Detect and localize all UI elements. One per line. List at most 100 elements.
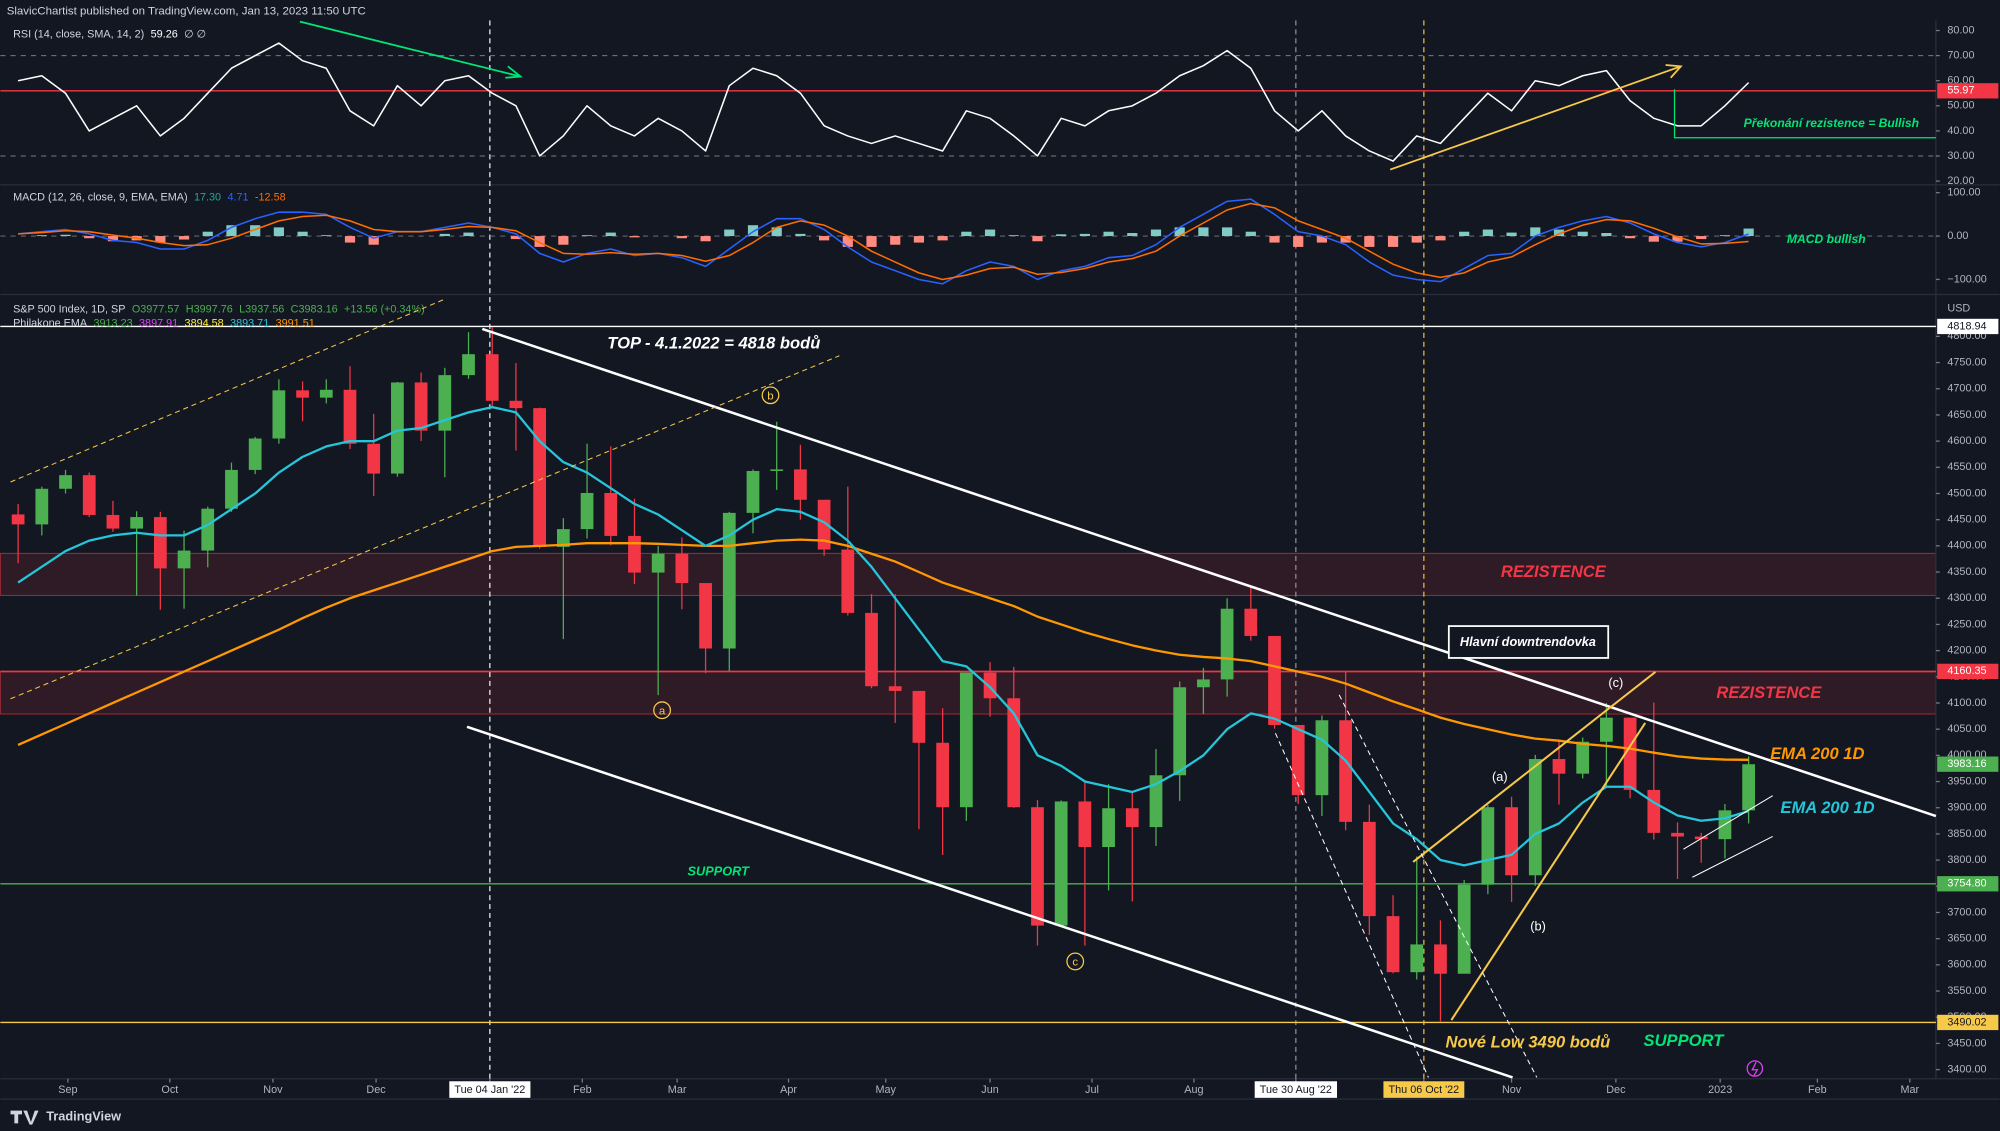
y-tick-label: 4050.00 bbox=[1947, 723, 1986, 735]
histogram-bar bbox=[1127, 233, 1138, 237]
brand: TradingView bbox=[46, 1108, 121, 1123]
candle-body bbox=[82, 475, 96, 515]
candle-body bbox=[1600, 717, 1613, 742]
histogram-bar bbox=[1506, 232, 1517, 237]
histogram-bar bbox=[1482, 229, 1493, 237]
annotation: REZISTENCE bbox=[1716, 683, 1822, 702]
histogram-bar bbox=[1530, 227, 1541, 237]
annotation: SUPPORT bbox=[1644, 1031, 1726, 1050]
annotations: SlavicChartist published on TradingView.… bbox=[7, 6, 1919, 1124]
legend-item: C3983.16 bbox=[291, 304, 338, 316]
y-tick-label: 3450.00 bbox=[1947, 1037, 1986, 1049]
x-tick-box bbox=[1254, 1081, 1338, 1098]
histogram-bar bbox=[534, 236, 545, 247]
x-tick-label: Mar bbox=[1901, 1084, 1920, 1096]
candle-body bbox=[177, 550, 191, 569]
histogram-bar bbox=[1269, 236, 1280, 243]
histogram-bar bbox=[1577, 231, 1588, 237]
histogram-bar bbox=[605, 232, 616, 237]
histogram-bar bbox=[913, 236, 925, 243]
histogram-bar bbox=[1103, 231, 1114, 237]
candle-body bbox=[1244, 608, 1258, 636]
histogram-bar bbox=[1056, 234, 1067, 237]
candle-body bbox=[11, 514, 25, 525]
candle-body bbox=[130, 517, 144, 529]
level-label-box bbox=[1937, 83, 1999, 99]
candle-body bbox=[1671, 832, 1684, 837]
candle-body bbox=[1197, 679, 1210, 688]
histogram-bar bbox=[155, 236, 166, 243]
histogram-bar bbox=[1150, 229, 1162, 237]
candle-body bbox=[1078, 801, 1092, 848]
candle-body bbox=[225, 469, 238, 509]
histogram-bar bbox=[1340, 236, 1351, 243]
candle-body bbox=[1623, 717, 1637, 790]
histogram-bar bbox=[60, 234, 71, 237]
wave-label: c bbox=[1072, 957, 1078, 969]
histogram-bar bbox=[321, 235, 332, 237]
candle-body bbox=[628, 535, 641, 573]
y-tick-label: 100.00 bbox=[1947, 187, 1980, 199]
x-tick-label: Aug bbox=[1184, 1084, 1203, 1096]
candle-body bbox=[106, 514, 120, 529]
histogram-bar bbox=[1459, 231, 1470, 237]
level-label: 55.97 bbox=[1947, 85, 1974, 97]
brand-logo bbox=[10, 1110, 39, 1125]
level-label-box bbox=[1937, 1014, 1999, 1031]
candle-body bbox=[533, 408, 547, 547]
channel-line bbox=[1274, 732, 1429, 1078]
candle-body bbox=[1742, 764, 1756, 811]
histogram-bar bbox=[700, 236, 711, 242]
histogram-bar bbox=[1032, 236, 1043, 242]
candle-body bbox=[556, 529, 570, 547]
legend-item: ∅ ∅ bbox=[184, 28, 206, 40]
series-line bbox=[17, 198, 1749, 285]
candle-body bbox=[438, 375, 452, 431]
level-label: 4160.35 bbox=[1947, 665, 1986, 677]
wave-label: (c) bbox=[1608, 675, 1623, 690]
alert-icon bbox=[1746, 1060, 1764, 1077]
legend-item: RSI (14, close, SMA, 14, 2) bbox=[13, 28, 144, 40]
candle-body bbox=[699, 583, 712, 649]
histogram-bar bbox=[36, 235, 47, 237]
x-tick-label: Mar bbox=[668, 1084, 687, 1096]
candle-body bbox=[201, 508, 215, 551]
wave-label: (a) bbox=[1492, 769, 1508, 784]
y-tick-label: 3700.00 bbox=[1947, 906, 1986, 918]
wave-label: (b) bbox=[1530, 918, 1546, 933]
x-tick-label: Nov bbox=[1502, 1084, 1522, 1096]
x-tick-label: Oct bbox=[161, 1084, 178, 1096]
y-tick-label: 4650.00 bbox=[1947, 409, 1986, 421]
histogram-bar bbox=[439, 233, 450, 237]
x-tick-label: Dec bbox=[1606, 1084, 1626, 1096]
y-tick-label: 3800.00 bbox=[1947, 854, 1986, 866]
level-label-box bbox=[1937, 663, 1999, 680]
channel-line bbox=[10, 355, 840, 700]
candle-body bbox=[1054, 801, 1068, 926]
candle-body bbox=[675, 553, 689, 584]
y-tick-label: 3850.00 bbox=[1947, 828, 1986, 840]
y-tick-label: 70.00 bbox=[1947, 49, 1974, 61]
annotation: REZISTENCE bbox=[1501, 562, 1607, 581]
channel-line bbox=[10, 297, 447, 483]
candle-body bbox=[865, 612, 878, 687]
annotation: TOP - 4.1.2022 = 4818 bodů bbox=[607, 334, 820, 353]
histogram-bar bbox=[1743, 228, 1754, 237]
drawings bbox=[10, 20, 1937, 1125]
series-line bbox=[17, 42, 1750, 162]
wave-label: b bbox=[767, 391, 773, 403]
x-tick-box bbox=[1383, 1081, 1465, 1098]
legend-item: 17.30 bbox=[194, 191, 221, 203]
histogram-bar bbox=[178, 236, 190, 240]
histogram-bar bbox=[463, 232, 474, 237]
y-tick-label: 4550.00 bbox=[1947, 461, 1986, 473]
legend-item: 3913.23 bbox=[93, 318, 132, 330]
candle-body bbox=[1528, 759, 1542, 876]
legend-item: 3894.58 bbox=[185, 318, 224, 330]
x-tick-label: Apr bbox=[780, 1084, 797, 1096]
y-tick-label: 3650.00 bbox=[1947, 933, 1986, 945]
footer bbox=[0, 1100, 2000, 1131]
x-tick-label: Dec bbox=[366, 1084, 386, 1096]
y-tick-label: 4500.00 bbox=[1947, 487, 1986, 499]
candle-body bbox=[485, 354, 499, 401]
